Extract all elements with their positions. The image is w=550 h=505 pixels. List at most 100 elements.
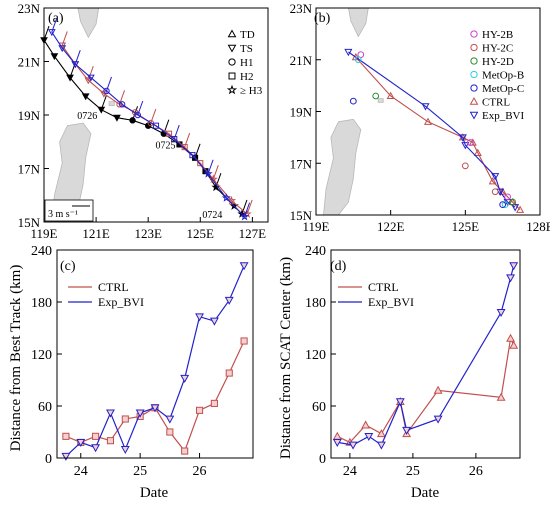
panel-d-line-Exp_BVI (337, 265, 515, 446)
panel-a-point-CTRL (197, 160, 204, 167)
panel-c-point-CTRL (195, 406, 204, 414)
panel-c-point-Exp_BVI (224, 296, 234, 305)
panel-c-frame (56, 249, 254, 459)
panel-b-legend-marker (470, 30, 478, 38)
panel-b-frame (315, 7, 541, 216)
panel-c-xtick-label: 25 (133, 464, 147, 479)
panel-d-point-Exp_BVI (402, 426, 412, 435)
panel-c-point-CTRL (92, 432, 100, 440)
panel-a-legend-label: H2 (240, 71, 253, 83)
panel-d-point-CTRL (376, 429, 386, 438)
panel-c-point-Exp_BVI (195, 313, 204, 322)
panel-d-point-Exp_BVI (376, 441, 386, 450)
panel-b-legend-marker (470, 84, 478, 92)
panel-d-xlabel: Date (411, 485, 440, 501)
panel-b-legend-label: MetOp-C (482, 83, 524, 95)
panel-b-point-CTRL (488, 177, 497, 185)
panel-b-legend-marker (469, 111, 479, 120)
panel-b-point-CTRL (516, 205, 525, 213)
panel-a-point-CTRL (226, 195, 237, 205)
panel-a-point-Exp_BVI (134, 111, 141, 119)
panel-b-label: (b) (314, 11, 331, 26)
panel-a-land-1 (77, 7, 100, 39)
panel-c-ytick-label: 120 (31, 348, 52, 363)
panel-a-ytick-label: 15N (18, 215, 41, 230)
panel-a-xtick-label: 125E (187, 226, 215, 241)
panel-c-line-Exp_BVI (65, 265, 245, 457)
panel-d-ytick-label: 120 (305, 348, 326, 363)
panel-a-legend-label: TS (240, 43, 253, 55)
panel-b-point-Exp_BVI (458, 134, 467, 142)
panel-c-point-Exp_BVI (120, 445, 130, 454)
panel-a-point-Exp_BVI (189, 152, 196, 159)
panel-a-wind-vector (61, 31, 68, 46)
panel-a-point-Exp_BVI (118, 101, 126, 108)
panel-d-point-CTRL (361, 420, 371, 429)
panel-d-point-Exp_BVI (509, 262, 519, 271)
panel-b-xtick-label: 119E (303, 219, 330, 234)
panel-d-xtick-label: 24 (343, 464, 357, 479)
panel-b-legend-label: HY-2D (482, 56, 514, 68)
panel-d-point-CTRL (506, 333, 515, 342)
panel-a-point-Exp_BVI (203, 168, 213, 178)
panel-c-point-CTRL (240, 337, 248, 345)
panel-b-track-CTRL (355, 56, 521, 211)
panel-a-legend-marker (228, 72, 236, 80)
panel-a-wind-vector (194, 143, 201, 158)
panel-b-point-Exp_BVI (496, 188, 505, 196)
panel-b-legend-marker (470, 43, 478, 52)
panel-a-date-label: 0726 (77, 111, 97, 122)
panel-c-xtick-label: 26 (193, 464, 207, 479)
panel-c-point-CTRL (62, 432, 70, 440)
panel-a-wind-vector (43, 25, 50, 41)
panel-a-label: (a) (48, 11, 64, 26)
panel-a-xtick-label: 127E (239, 226, 267, 241)
panel-b-legend-marker (470, 70, 478, 79)
panel-a-date-label: 0725 (155, 140, 175, 151)
panel-a-point-Exp_BVI (87, 74, 95, 82)
panel-a-frame (43, 7, 269, 223)
panel-a: 0726 0725 0724 TD TS H1 H2 ≥ H3 3 m s⁻¹ 119E 121E 1… (18, 1, 267, 241)
panel-c-point-Exp_BVI (106, 409, 115, 418)
panel-b-xtick-label: 125E (452, 219, 480, 234)
panel-d-point-Exp_BVI (332, 439, 342, 448)
panel-b-legend-marker (469, 96, 479, 105)
panel-a-point-best_track (129, 117, 136, 124)
panel-a-point-best_track (50, 53, 59, 61)
panel-a-wind-vector (244, 202, 251, 217)
panel-d-point-Exp_BVI (496, 309, 506, 318)
panel-a-legend-marker (227, 44, 237, 53)
panel-b-legend-label: HY-2C (482, 43, 513, 55)
panel-c-point-CTRL (210, 399, 218, 407)
panel-a-legend-marker (228, 58, 236, 66)
panel-a-wind-vector (51, 17, 58, 33)
panel-c-point-Exp_BVI (180, 374, 190, 383)
panel-a-point-Exp_BVI (47, 29, 56, 37)
panel-a-ytick-label: 21N (18, 55, 41, 70)
panel-b-ytick-label: 21N (290, 53, 313, 68)
panel-c-point-Exp_BVI (150, 404, 160, 413)
panel-a-point-best_track (97, 106, 106, 114)
panel-a-date-label: 0724 (202, 210, 222, 221)
panel-a-legend-label: H1 (240, 57, 253, 69)
panel-a-point-Exp_BVI (221, 193, 231, 202)
panel-a-wind-vector (74, 50, 81, 65)
panel-b-ytick-label: 15N (290, 208, 313, 223)
panel-a-wind-vector (100, 95, 107, 110)
panel-c-ytick-label: 240 (31, 244, 52, 259)
panel-a-point-Exp_BVI (152, 122, 160, 129)
panel-b-point-Exp_BVI (461, 142, 470, 150)
panel-d-ytick-label: 180 (305, 296, 326, 311)
panel-b-xtick-label: 122E (377, 219, 405, 234)
panel-b-land-0 (323, 118, 362, 216)
panel-b-point-Exp_BVI (421, 103, 430, 111)
panel-a-wind-vector (184, 132, 191, 148)
panel-c-point-CTRL (121, 415, 129, 423)
panel-d-point-Exp_BVI (364, 432, 374, 441)
panel-b-xtick-label: 128E (526, 219, 550, 234)
panel-a-xtick-label: 119E (31, 226, 58, 241)
panel-a-legend-marker (227, 29, 237, 38)
